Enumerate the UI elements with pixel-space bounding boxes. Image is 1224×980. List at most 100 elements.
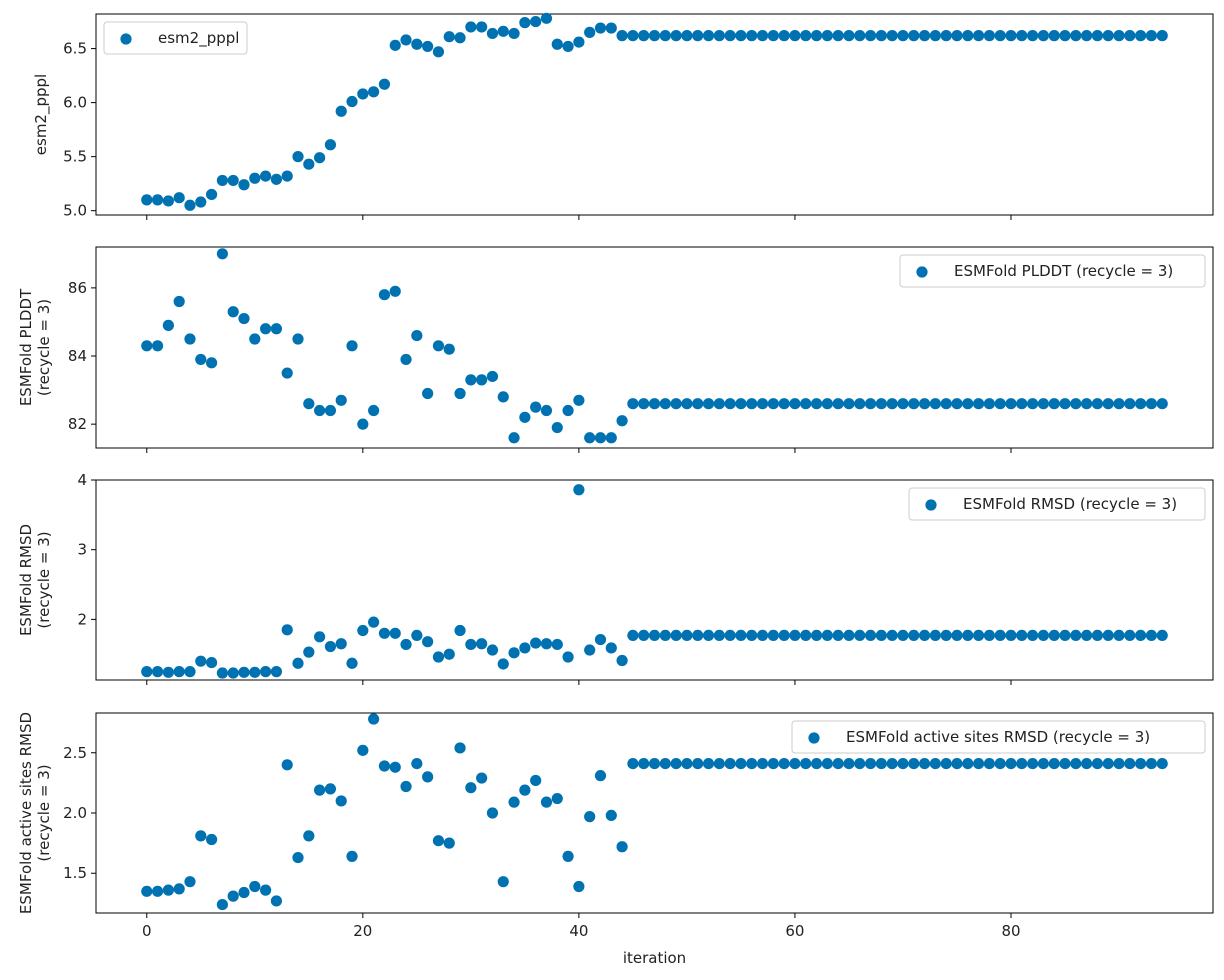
data-point [400, 34, 412, 46]
data-point [335, 795, 347, 807]
data-point [562, 40, 574, 53]
data-point [368, 404, 380, 417]
data-point [530, 637, 542, 649]
data-point [584, 26, 596, 38]
data-point [918, 30, 931, 42]
data-point [346, 340, 358, 352]
data-point [951, 30, 963, 42]
data-point [821, 758, 833, 770]
y-tick-label: 6.0 [63, 94, 87, 112]
data-point [573, 36, 585, 48]
data-point [141, 666, 153, 678]
data-point [573, 484, 585, 496]
data-point [800, 629, 812, 642]
y-axis-label: esm2_pppl [32, 74, 51, 155]
data-point [1016, 629, 1028, 642]
data-point [638, 30, 650, 42]
data-point [443, 648, 455, 660]
data-point [540, 638, 553, 650]
data-point [605, 642, 617, 654]
data-point [1102, 629, 1114, 642]
data-point [821, 398, 833, 410]
data-point [983, 398, 995, 410]
data-point [486, 807, 499, 819]
data-point [184, 876, 196, 888]
data-point [357, 744, 369, 756]
data-point [886, 758, 898, 770]
y-tick-label: 84 [68, 347, 87, 365]
data-point [443, 343, 455, 355]
data-point [908, 758, 920, 770]
data-point [205, 188, 218, 201]
data-point [843, 758, 855, 770]
data-point [562, 651, 574, 663]
data-point [260, 884, 272, 896]
legend: esm2_pppl [103, 21, 248, 55]
data-point [1026, 398, 1039, 410]
data-point [519, 784, 531, 796]
data-point [832, 758, 844, 770]
data-point [573, 394, 585, 406]
data-point [897, 629, 909, 642]
legend: ESMFold active sites RMSD (recycle = 3) [791, 720, 1206, 754]
data-point [713, 758, 725, 770]
data-point [389, 761, 401, 773]
data-point [681, 398, 693, 410]
data-point [735, 629, 747, 642]
data-point [886, 398, 898, 410]
data-point [540, 796, 553, 808]
data-point [260, 666, 272, 678]
data-point [205, 833, 218, 846]
data-point [292, 151, 304, 163]
data-point [605, 432, 617, 444]
data-point [940, 629, 952, 642]
data-point [1156, 758, 1168, 770]
data-point [303, 646, 315, 658]
data-point [1059, 758, 1071, 770]
data-point [670, 30, 682, 42]
data-point [897, 758, 909, 770]
data-point [303, 398, 315, 410]
data-point [508, 27, 520, 40]
legend-marker [916, 266, 928, 278]
data-point [1091, 758, 1104, 770]
y-tick-label: 5.0 [63, 202, 87, 220]
data-point [292, 851, 304, 864]
y-axis-label: ESMFold RMSD [17, 524, 35, 636]
data-point [260, 323, 272, 335]
data-point [994, 629, 1006, 642]
subplot-2: 82 84 86 ESMFold PLDDT (recycle = 3) ESMFold … [17, 246, 1214, 453]
data-point [767, 30, 779, 42]
data-point [821, 629, 833, 642]
x-tick-label: 40 [569, 922, 588, 940]
data-point [767, 629, 779, 642]
data-point [1145, 629, 1158, 642]
data-point [216, 667, 228, 679]
data-point [378, 627, 391, 639]
data-point [422, 387, 434, 400]
y-tick-label: 2 [77, 610, 87, 628]
data-point [151, 194, 164, 206]
data-point [227, 890, 239, 902]
y-tick-label: 2.5 [63, 744, 87, 762]
axes-frame [95, 479, 1214, 681]
data-point [497, 876, 509, 888]
data-point [659, 398, 671, 410]
data-point [562, 850, 574, 862]
data-point [400, 638, 412, 651]
y-tick-label: 5.5 [63, 148, 87, 166]
legend-label: ESMFold active sites RMSD (recycle = 3) [846, 728, 1150, 746]
data-point [746, 398, 758, 410]
data-point [735, 398, 747, 410]
data-point [648, 30, 661, 42]
data-point [875, 758, 887, 770]
series-points [141, 248, 1168, 444]
data-point [195, 655, 207, 667]
y-axis-label: (recycle = 3) [35, 531, 53, 628]
data-point [659, 30, 671, 42]
data-point [432, 835, 445, 847]
data-point [508, 432, 520, 444]
data-point [378, 289, 391, 301]
legend-marker [808, 732, 820, 744]
data-point [1016, 30, 1028, 42]
